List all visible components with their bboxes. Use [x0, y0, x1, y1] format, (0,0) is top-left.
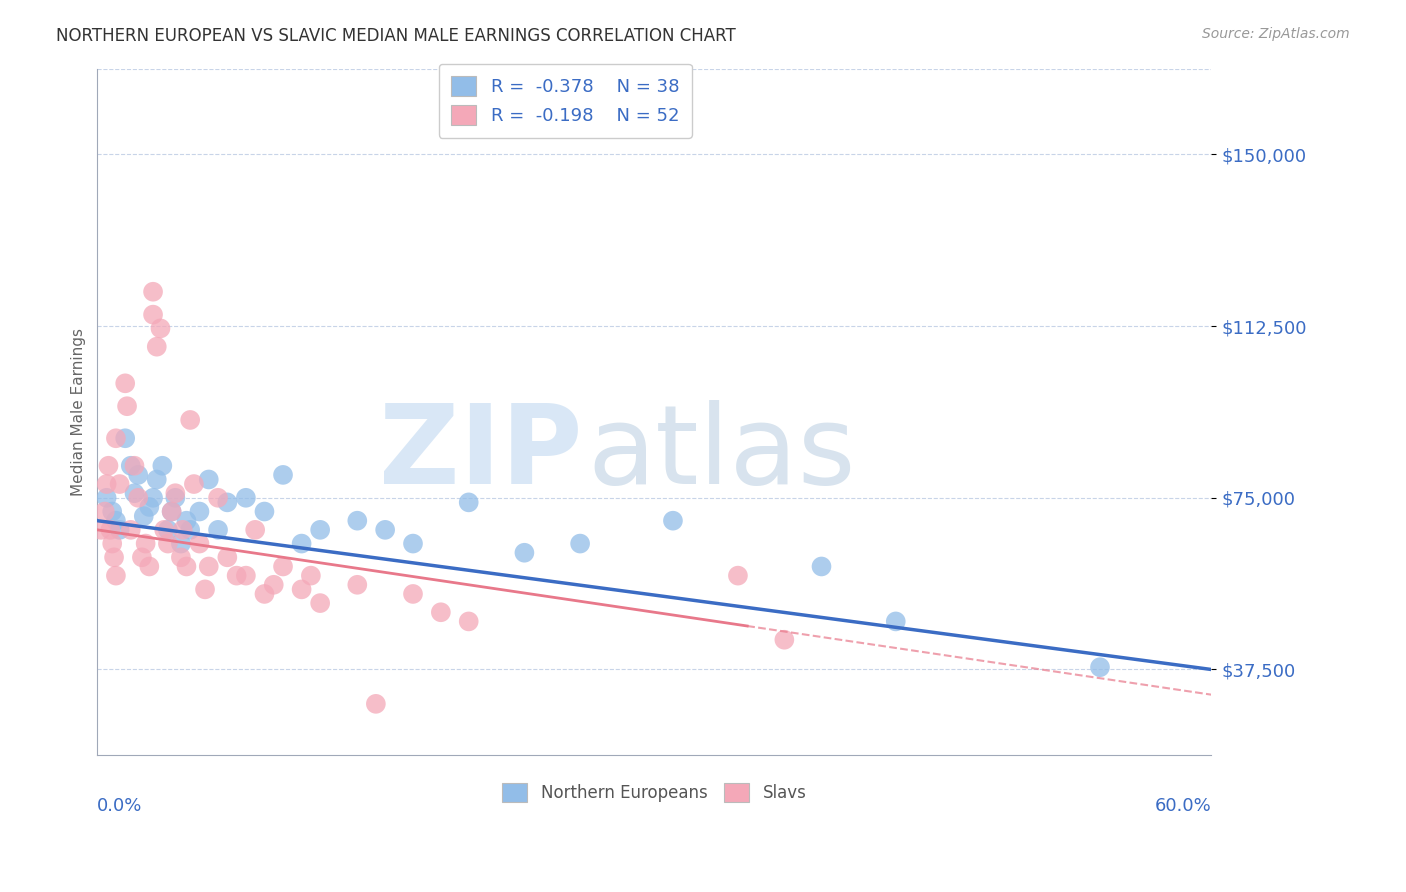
Point [142, 285, 165, 299]
Point [176, 514, 198, 528]
Legend: Northern Europeans, Slavs: Northern Europeans, Slavs [496, 777, 813, 809]
Point [101, 536, 124, 550]
Point [120, 523, 142, 537]
Point [243, 523, 266, 537]
Point [145, 340, 167, 354]
Point [104, 431, 127, 445]
Point [90, 523, 112, 537]
Point [291, 582, 314, 597]
Point [127, 491, 149, 505]
Point [131, 550, 153, 565]
Point [103, 550, 125, 565]
Point [207, 491, 229, 505]
Text: ZIP: ZIP [378, 400, 582, 507]
Point [374, 523, 396, 537]
Point [402, 536, 425, 550]
Point [183, 477, 205, 491]
Point [97, 458, 120, 473]
Point [127, 467, 149, 482]
Point [810, 559, 832, 574]
Point [101, 504, 124, 518]
Point [235, 491, 257, 505]
Point [96, 477, 118, 491]
Point [179, 413, 201, 427]
Point [727, 568, 749, 582]
Point [197, 559, 219, 574]
Point [217, 495, 239, 509]
Point [156, 523, 179, 537]
Point [225, 568, 247, 582]
Point [291, 536, 314, 550]
Point [513, 546, 536, 560]
Point [172, 523, 194, 537]
Point [430, 605, 453, 619]
Point [207, 523, 229, 537]
Point [160, 504, 183, 518]
Point [145, 473, 167, 487]
Point [165, 486, 187, 500]
Point [114, 431, 136, 445]
Point [120, 458, 142, 473]
Point [309, 523, 332, 537]
Point [96, 491, 118, 505]
Point [235, 568, 257, 582]
Point [263, 578, 285, 592]
Point [309, 596, 332, 610]
Text: 0.0%: 0.0% [97, 797, 143, 814]
Point [142, 491, 165, 505]
Point [114, 376, 136, 391]
Point [150, 458, 173, 473]
Point [569, 536, 592, 550]
Point [115, 399, 138, 413]
Point [153, 523, 176, 537]
Y-axis label: Median Male Earnings: Median Male Earnings [72, 328, 86, 496]
Point [138, 559, 160, 574]
Point [132, 509, 155, 524]
Point [773, 632, 796, 647]
Point [271, 467, 294, 482]
Point [346, 514, 368, 528]
Point [104, 514, 127, 528]
Point [156, 536, 179, 550]
Point [176, 559, 198, 574]
Point [170, 536, 193, 550]
Point [98, 523, 121, 537]
Text: Source: ZipAtlas.com: Source: ZipAtlas.com [1202, 27, 1350, 41]
Point [884, 615, 907, 629]
Point [124, 486, 146, 500]
Point [457, 615, 479, 629]
Point [188, 536, 211, 550]
Point [124, 458, 146, 473]
Point [104, 568, 127, 582]
Point [217, 550, 239, 565]
Point [138, 500, 160, 514]
Point [108, 477, 131, 491]
Point [271, 559, 294, 574]
Point [135, 536, 157, 550]
Text: NORTHERN EUROPEAN VS SLAVIC MEDIAN MALE EARNINGS CORRELATION CHART: NORTHERN EUROPEAN VS SLAVIC MEDIAN MALE … [56, 27, 735, 45]
Point [179, 523, 201, 537]
Point [253, 587, 276, 601]
Point [160, 504, 183, 518]
Point [457, 495, 479, 509]
Text: 60.0%: 60.0% [1154, 797, 1212, 814]
Point [253, 504, 276, 518]
Point [299, 568, 322, 582]
Point [165, 491, 187, 505]
Point [1088, 660, 1111, 674]
Point [194, 582, 217, 597]
Point [108, 523, 131, 537]
Point [94, 504, 117, 518]
Point [364, 697, 387, 711]
Point [142, 308, 165, 322]
Point [197, 473, 219, 487]
Point [149, 321, 172, 335]
Point [662, 514, 685, 528]
Point [170, 550, 193, 565]
Point [346, 578, 368, 592]
Point [402, 587, 425, 601]
Text: atlas: atlas [588, 400, 856, 507]
Point [188, 504, 211, 518]
